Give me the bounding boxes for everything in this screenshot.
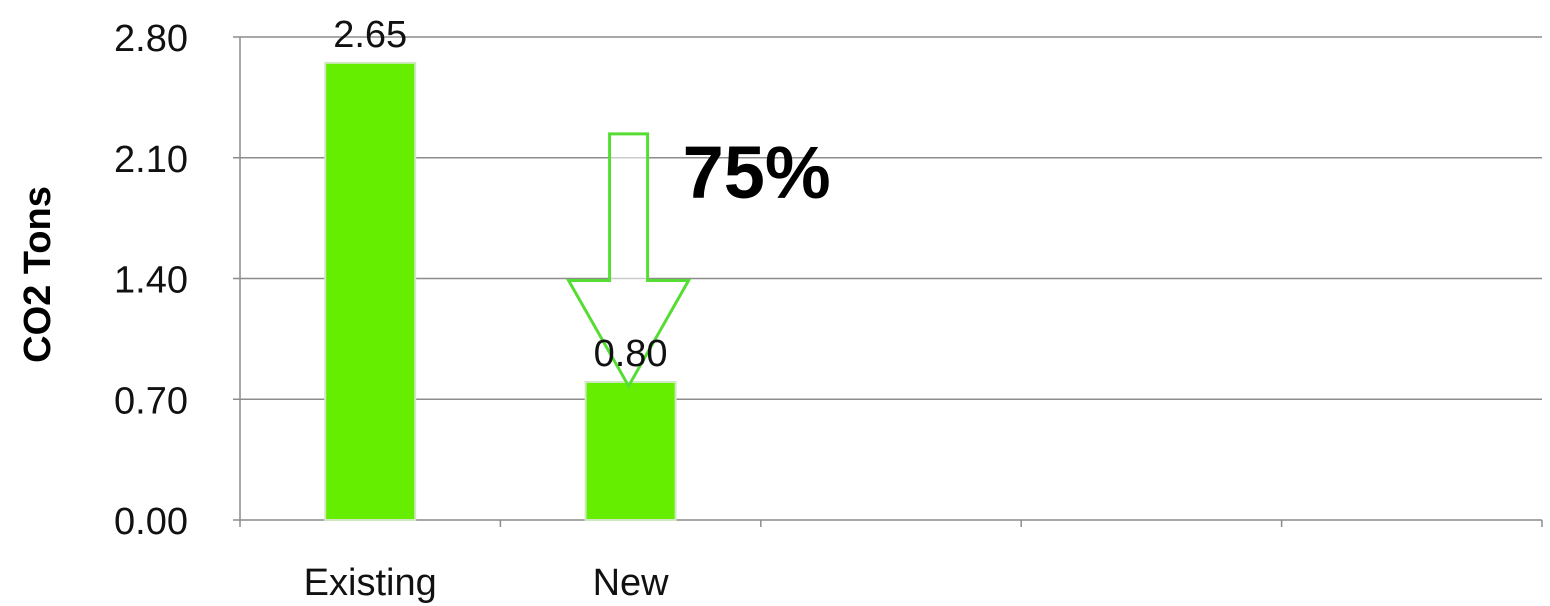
bar: [324, 61, 417, 521]
grid-lines: [240, 36, 1542, 400]
x-category-label: New: [593, 562, 670, 604]
axes: [233, 36, 1543, 527]
y-axis-label: CO2 Tons: [17, 186, 59, 363]
x-axis-category-labels: Existing New: [304, 562, 669, 604]
y-tick-label: 0.00: [114, 501, 188, 543]
data-label: 2.65: [333, 14, 407, 56]
y-tick-label: 2.10: [114, 139, 188, 181]
y-tick-label: 0.70: [114, 380, 188, 422]
y-tick-label: 2.80: [114, 18, 188, 60]
data-label: 0.80: [594, 333, 668, 375]
y-axis-tick-labels: 0.00 0.70 1.40 2.10 2.80: [114, 18, 188, 543]
y-tick-label: 1.40: [114, 260, 188, 302]
bar: [584, 381, 677, 521]
bars: [324, 61, 677, 521]
data-labels: 2.65 0.80: [333, 14, 667, 375]
down-arrow-icon: [566, 132, 692, 390]
x-category-label: Existing: [304, 562, 437, 604]
reduction-annotation: 75%: [683, 131, 831, 214]
annotation-arrow-group: [566, 132, 692, 390]
